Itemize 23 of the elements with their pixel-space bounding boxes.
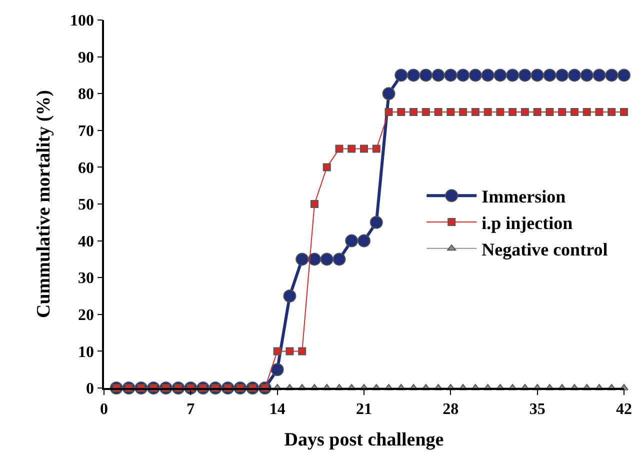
y-tick-label: 0 bbox=[86, 380, 94, 398]
y-tick-label: 60 bbox=[78, 160, 94, 177]
x-tick-label: 28 bbox=[442, 400, 459, 418]
x-tick-label: 21 bbox=[356, 400, 372, 418]
y-axis-title: Cummulative mortality (%) bbox=[33, 90, 54, 318]
legend-label: Immersion bbox=[482, 186, 566, 207]
x-tick-label: 42 bbox=[616, 400, 632, 418]
x-tick-label: 35 bbox=[529, 400, 546, 418]
y-tick-label: 50 bbox=[78, 196, 94, 214]
legend-label: i.p injection bbox=[482, 213, 573, 234]
y-tick-label: 10 bbox=[78, 344, 94, 361]
legend-label: Negative control bbox=[482, 239, 608, 260]
y-tick-label: 20 bbox=[78, 307, 94, 324]
y-tick-label: 80 bbox=[78, 86, 94, 104]
x-tick-label: 0 bbox=[100, 400, 108, 418]
x-tick-label: 14 bbox=[269, 400, 286, 418]
y-tick-label: 40 bbox=[78, 233, 94, 250]
x-axis-title: Days post challenge bbox=[284, 429, 444, 450]
y-tick-label: 100 bbox=[70, 12, 94, 30]
y-tick-label: 30 bbox=[78, 270, 94, 288]
y-tick-label: 90 bbox=[78, 49, 94, 66]
y-tick-label: 70 bbox=[78, 123, 94, 140]
x-tick-label: 7 bbox=[186, 400, 195, 418]
